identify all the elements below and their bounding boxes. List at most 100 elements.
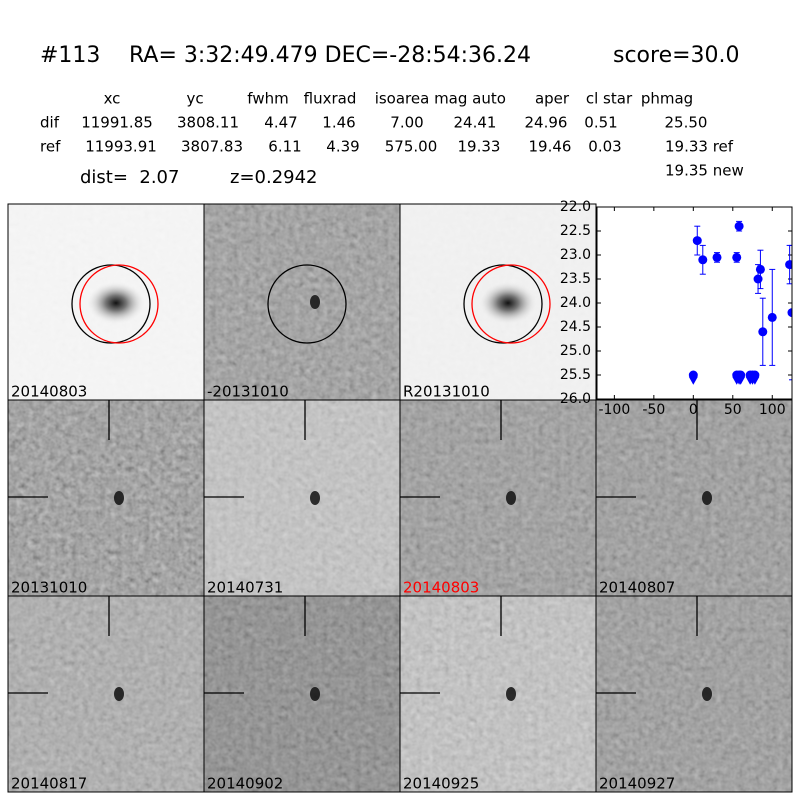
image-noise <box>8 400 204 596</box>
data-point <box>758 327 768 337</box>
panel-label: 20140803 <box>403 579 479 597</box>
image-noise <box>204 204 400 400</box>
table-cell: 19.33 ref <box>665 138 734 156</box>
image-noise <box>400 400 596 596</box>
source-spot <box>310 687 320 701</box>
panel-label: -20131010 <box>207 383 289 401</box>
ref-circle <box>463 264 543 344</box>
y-tick-label: 22.5 <box>560 223 591 239</box>
panel-label: 20140803 <box>11 383 87 401</box>
dif-circle <box>79 264 159 344</box>
score: score=30.0 <box>613 43 740 68</box>
panel-label: 20131010 <box>11 579 87 597</box>
ref-circle <box>267 264 347 344</box>
plot-marks <box>688 220 792 385</box>
column-header: fluxrad <box>304 90 357 108</box>
table-cell: 3808.11 <box>177 114 239 132</box>
data-point <box>753 274 763 284</box>
column-header: aper <box>535 90 570 108</box>
row-label: ref <box>40 138 61 156</box>
table-cell: 4.39 <box>326 138 359 156</box>
data-point <box>712 252 722 262</box>
distance: dist= 2.07 <box>80 167 179 188</box>
row-label: dif <box>40 114 60 132</box>
error-bar <box>789 244 792 381</box>
panel-label: 20140731 <box>207 579 283 597</box>
table-cell: 3807.83 <box>181 138 243 156</box>
data-point <box>732 252 742 262</box>
column-header: fwhm <box>247 90 288 108</box>
data-point <box>787 308 792 318</box>
table-cell: 11993.91 <box>85 138 157 156</box>
image-noise <box>596 400 792 596</box>
column-header: phmag <box>641 90 693 108</box>
image-noise <box>8 596 204 792</box>
y-tick-label: 26.0 <box>560 391 591 407</box>
source-spot <box>310 491 320 505</box>
data-point <box>767 312 777 322</box>
column-header: mag auto <box>434 90 506 108</box>
source-spot <box>702 687 712 701</box>
y-tick-label: 22.0 <box>560 199 591 215</box>
source-spot <box>506 687 516 701</box>
y-tick-label: 25.5 <box>560 367 591 383</box>
limit-point <box>736 376 746 385</box>
panel-label: R20131010 <box>403 383 490 401</box>
column-header: xc <box>104 90 121 108</box>
column-header: isoarea <box>375 90 430 108</box>
table-cell: 24.96 <box>525 114 568 132</box>
source-spot <box>702 491 712 505</box>
data-point <box>785 260 792 270</box>
y-tick-label: 23.0 <box>560 247 591 263</box>
y-tick-label: 24.5 <box>560 319 591 335</box>
x-tick-label: 50 <box>724 402 742 418</box>
table-cell: 0.03 <box>588 138 621 156</box>
column-header: cl star <box>586 90 633 108</box>
table-cell: 6.11 <box>268 138 301 156</box>
limit-point <box>688 376 698 385</box>
y-tick-label: 23.5 <box>560 271 591 287</box>
data-point <box>734 221 744 231</box>
panel-frame <box>595 595 793 793</box>
table-cell: 4.47 <box>264 114 297 132</box>
coordinates: RA= 3:32:49.479 DEC=-28:54:36.24 <box>129 43 531 68</box>
table-cell: 1.46 <box>322 114 355 132</box>
y-tick-label: 25.0 <box>560 343 591 359</box>
image-noise <box>400 596 596 792</box>
table-cell: 19.46 <box>529 138 572 156</box>
x-tick-label: -100 <box>598 402 630 418</box>
data-point <box>698 255 708 265</box>
source-spot <box>506 491 516 505</box>
column-header: yc <box>186 90 203 108</box>
data-point <box>755 264 765 274</box>
x-tick-label: -50 <box>642 402 665 418</box>
ref-circle <box>71 264 151 344</box>
image-noise <box>204 596 400 792</box>
table-cell: 11991.85 <box>81 114 153 132</box>
x-tick-label: 100 <box>759 402 786 418</box>
panel-label: 20140927 <box>599 775 675 793</box>
plot-frame <box>596 206 793 400</box>
table-cell: 24.41 <box>454 114 497 132</box>
table-cell: 19.33 <box>458 138 501 156</box>
source-spot <box>114 687 124 701</box>
table-cell: 7.00 <box>390 114 423 132</box>
redshift: z=0.2942 <box>230 167 318 188</box>
panel-label: 20140807 <box>599 579 675 597</box>
object-id: #113 <box>40 43 100 68</box>
source-blob <box>478 281 538 325</box>
image-noise <box>596 596 792 792</box>
panel-label: 20140817 <box>11 775 87 793</box>
panel-label: 20140925 <box>403 775 479 793</box>
panel-label: 20140902 <box>207 775 283 793</box>
table-cell: 25.50 <box>665 114 708 132</box>
data-point <box>692 236 702 246</box>
source-spot <box>114 491 124 505</box>
image-noise <box>204 400 400 596</box>
source-blob <box>86 281 146 325</box>
source-spot <box>310 295 320 309</box>
table-cell: 575.00 <box>385 138 438 156</box>
limit-point <box>750 376 760 385</box>
dif-circle <box>471 264 551 344</box>
